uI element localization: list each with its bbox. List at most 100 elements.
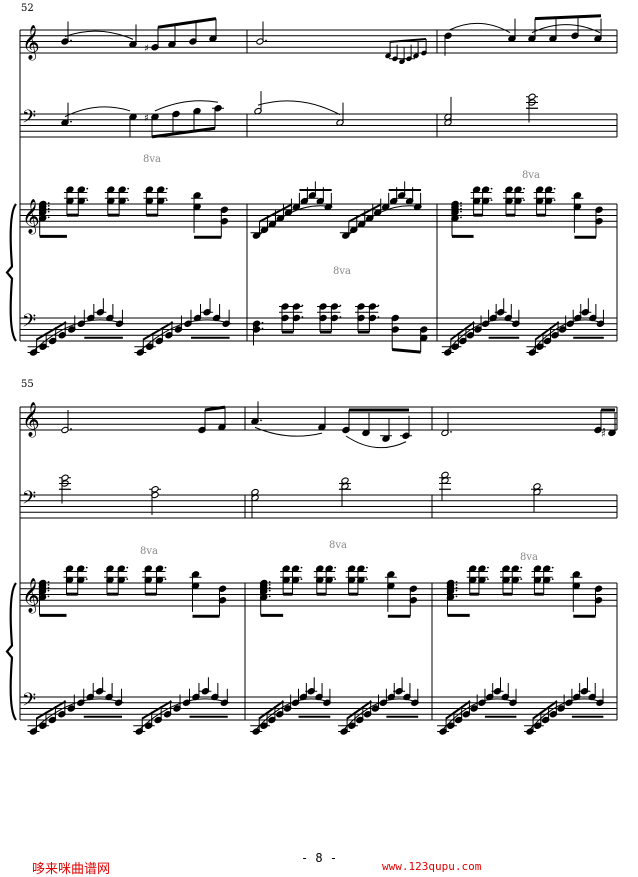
dot [487, 578, 489, 581]
page-number: - 8 - [300, 851, 338, 865]
dot [450, 430, 452, 433]
dot [490, 187, 493, 190]
slur [445, 319, 520, 353]
bass-clef-icon: 𝄢 [22, 311, 36, 336]
slur [136, 698, 230, 732]
dot [70, 428, 72, 430]
dot [334, 566, 337, 569]
dot [300, 578, 303, 581]
dot [268, 586, 271, 589]
beam [532, 700, 558, 720]
dot [339, 304, 342, 307]
dot [455, 595, 458, 598]
beam [258, 700, 285, 720]
sharp-sign: ♯ [144, 43, 149, 54]
piano-brace [5, 582, 17, 721]
slur [64, 106, 131, 118]
dot [520, 578, 523, 581]
treble-clef-icon: 𝄞 [22, 199, 40, 235]
beam [348, 203, 382, 223]
slur [345, 435, 407, 449]
dot [460, 207, 462, 210]
beam [445, 700, 471, 720]
sharp-sign: ♯ [144, 113, 149, 124]
dot [47, 204, 50, 207]
slur [253, 698, 332, 732]
dot [455, 581, 458, 583]
measure-number: 52 [21, 3, 34, 14]
beam [389, 38, 427, 43]
dot [47, 207, 50, 210]
dot [165, 187, 168, 190]
dot [47, 583, 50, 586]
dot [86, 187, 89, 190]
beam [392, 348, 421, 354]
dot [47, 595, 50, 598]
dot [366, 566, 368, 569]
dot [460, 216, 462, 219]
ottava-mark: 8va [333, 266, 351, 277]
dot [334, 578, 337, 581]
ottava-mark: 8va [522, 170, 540, 181]
dot [455, 589, 458, 592]
bass-clef-icon: 𝄢 [22, 107, 36, 132]
slur [531, 24, 601, 34]
beam [141, 700, 173, 720]
beam [450, 321, 475, 341]
slur [137, 319, 232, 353]
dot [47, 589, 50, 592]
slur [440, 698, 518, 732]
dot [366, 578, 368, 581]
dot [520, 566, 523, 569]
dot [164, 566, 167, 569]
slur [256, 205, 333, 238]
beam [157, 17, 217, 29]
dot [265, 39, 267, 42]
dot [127, 187, 130, 190]
dot [127, 199, 130, 202]
beam [346, 700, 372, 720]
dot [85, 578, 88, 581]
slur [254, 426, 323, 437]
dot [551, 566, 554, 569]
dot [268, 583, 271, 586]
slur [257, 100, 341, 116]
dot [523, 187, 525, 190]
dot [70, 39, 72, 42]
dot [47, 581, 50, 583]
dot [268, 595, 271, 598]
ottava-mark: 8va [520, 552, 538, 563]
site-url[interactable]: www.123qupu.com [382, 860, 482, 873]
dot [551, 578, 554, 581]
dot [85, 566, 88, 569]
ottava-mark: 8va [140, 546, 158, 557]
beam [151, 126, 216, 139]
beam [142, 321, 174, 341]
dot [126, 566, 129, 569]
dot [86, 199, 89, 202]
ottava-mark: 8va [143, 154, 161, 165]
dot [553, 187, 556, 190]
dot [377, 316, 380, 318]
measure-number: 55 [21, 379, 34, 390]
treble-clef-icon: 𝄞 [22, 578, 40, 614]
dot [300, 566, 303, 569]
dot [523, 199, 525, 202]
dot [460, 202, 462, 204]
dot [455, 583, 458, 586]
dot [47, 586, 50, 589]
sharp-sign: ♯ [601, 429, 606, 440]
ottava-mark: 8va [329, 540, 347, 551]
slur [530, 319, 605, 353]
dot [487, 566, 489, 569]
beam [534, 14, 602, 21]
treble-clef-icon: 𝄞 [22, 25, 40, 61]
dot [377, 304, 380, 307]
beam [35, 700, 67, 720]
dot [460, 210, 462, 213]
slur [64, 30, 134, 40]
slur [527, 698, 605, 732]
treble-clef-icon: 𝄞 [22, 402, 40, 438]
slur [31, 698, 124, 732]
slur [341, 698, 420, 732]
